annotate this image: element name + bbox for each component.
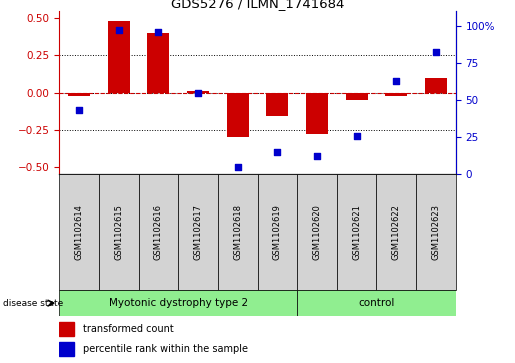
Text: disease state: disease state bbox=[3, 299, 63, 307]
Point bbox=[114, 27, 123, 33]
Bar bbox=[178, 174, 218, 290]
Bar bbox=[108, 21, 130, 93]
Bar bbox=[139, 174, 178, 290]
Point bbox=[233, 164, 242, 170]
Bar bbox=[187, 91, 209, 93]
Bar bbox=[258, 174, 297, 290]
Text: GSM1102621: GSM1102621 bbox=[352, 204, 361, 260]
Bar bbox=[385, 93, 407, 95]
Bar bbox=[425, 78, 447, 93]
Text: GSM1102618: GSM1102618 bbox=[233, 204, 242, 260]
Text: GSM1102615: GSM1102615 bbox=[114, 204, 123, 260]
Bar bbox=[99, 174, 139, 290]
Bar bbox=[227, 93, 249, 137]
Bar bbox=[266, 93, 288, 116]
Bar bbox=[68, 93, 90, 95]
Point bbox=[352, 133, 360, 139]
Bar bbox=[59, 174, 99, 290]
Text: GSM1102617: GSM1102617 bbox=[194, 204, 202, 260]
Text: GSM1102623: GSM1102623 bbox=[432, 204, 440, 260]
Text: GSM1102622: GSM1102622 bbox=[392, 204, 401, 260]
Bar bbox=[59, 322, 74, 336]
Point bbox=[432, 50, 440, 56]
Text: GSM1102620: GSM1102620 bbox=[313, 204, 321, 260]
Bar bbox=[218, 174, 258, 290]
Bar bbox=[306, 93, 328, 134]
Bar bbox=[376, 174, 416, 290]
Bar bbox=[337, 174, 376, 290]
Bar bbox=[346, 93, 368, 100]
Text: GSM1102619: GSM1102619 bbox=[273, 204, 282, 260]
Text: Myotonic dystrophy type 2: Myotonic dystrophy type 2 bbox=[109, 298, 248, 308]
Text: transformed count: transformed count bbox=[83, 324, 174, 334]
Bar bbox=[147, 33, 169, 93]
Text: control: control bbox=[358, 298, 394, 308]
Bar bbox=[297, 290, 456, 316]
Point bbox=[392, 78, 401, 83]
Bar bbox=[297, 174, 337, 290]
Text: percentile rank within the sample: percentile rank within the sample bbox=[83, 344, 248, 354]
Text: GSM1102616: GSM1102616 bbox=[154, 204, 163, 260]
Title: GDS5276 / ILMN_1741684: GDS5276 / ILMN_1741684 bbox=[171, 0, 344, 10]
Point bbox=[273, 149, 281, 155]
Point bbox=[194, 90, 202, 95]
Point bbox=[313, 154, 321, 159]
Point bbox=[154, 29, 162, 34]
Bar bbox=[59, 342, 74, 356]
Point bbox=[75, 107, 83, 113]
Bar bbox=[416, 174, 456, 290]
Bar bbox=[59, 290, 297, 316]
Text: GSM1102614: GSM1102614 bbox=[75, 204, 83, 260]
